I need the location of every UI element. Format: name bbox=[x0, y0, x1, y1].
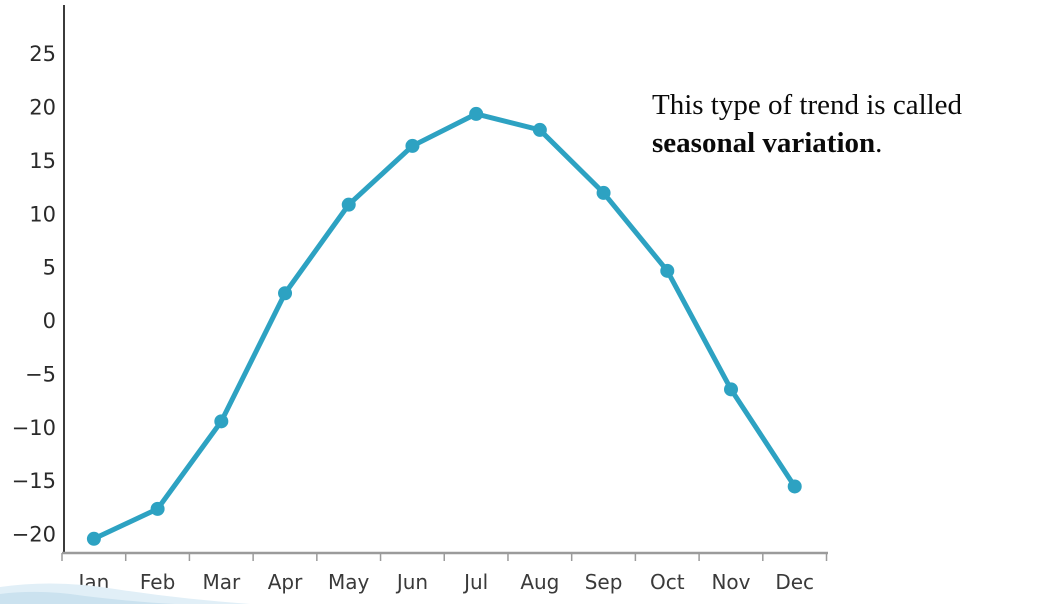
y-tick-label: −15 bbox=[12, 469, 56, 493]
y-tick-label: 0 bbox=[43, 309, 56, 333]
annotation-period: . bbox=[875, 127, 883, 159]
x-tick-label: May bbox=[328, 570, 370, 594]
y-tick-label: −5 bbox=[25, 362, 56, 386]
x-tick-label: Mar bbox=[202, 570, 241, 594]
data-point-mar bbox=[214, 414, 229, 429]
x-tick-label: Oct bbox=[650, 570, 685, 594]
x-tick-label: Jun bbox=[395, 570, 428, 594]
data-point-apr bbox=[278, 286, 293, 301]
x-tick-label: Dec bbox=[775, 570, 814, 594]
x-tick-label: Feb bbox=[140, 570, 175, 594]
y-tick-label: −20 bbox=[12, 523, 56, 547]
decorative-swoosh bbox=[0, 583, 250, 604]
y-tick-label: 15 bbox=[29, 149, 56, 173]
x-tick-label: Nov bbox=[711, 570, 750, 594]
data-point-may bbox=[341, 197, 356, 212]
trend-line bbox=[91, 111, 798, 542]
y-tick-label: 10 bbox=[29, 202, 56, 226]
data-point-jun bbox=[405, 138, 420, 153]
y-tick-label: −10 bbox=[12, 416, 56, 440]
data-point-feb bbox=[150, 501, 165, 516]
x-tick-label: Aug bbox=[520, 570, 559, 594]
data-point-dec bbox=[787, 479, 802, 494]
data-point-jul bbox=[469, 106, 484, 121]
annotation-line1: This type of trend is called bbox=[652, 89, 963, 121]
y-tick-label: 20 bbox=[29, 96, 56, 120]
x-tick-label: Apr bbox=[268, 570, 303, 594]
data-point-aug bbox=[532, 122, 547, 137]
annotation-bold-phrase: seasonal variation bbox=[652, 127, 876, 159]
swoosh-dark-band bbox=[0, 591, 175, 604]
x-tick-label: Jul bbox=[462, 570, 488, 594]
x-tick-label: Sep bbox=[585, 570, 623, 594]
data-point-nov bbox=[724, 382, 738, 397]
annotation-text: This type of trend is called seasonal va… bbox=[652, 86, 1037, 162]
y-tick-label: 25 bbox=[29, 42, 56, 66]
data-point-jan bbox=[86, 531, 101, 546]
data-point-oct bbox=[660, 263, 675, 278]
y-tick-label: 5 bbox=[43, 256, 56, 280]
data-point-sep bbox=[596, 185, 611, 200]
